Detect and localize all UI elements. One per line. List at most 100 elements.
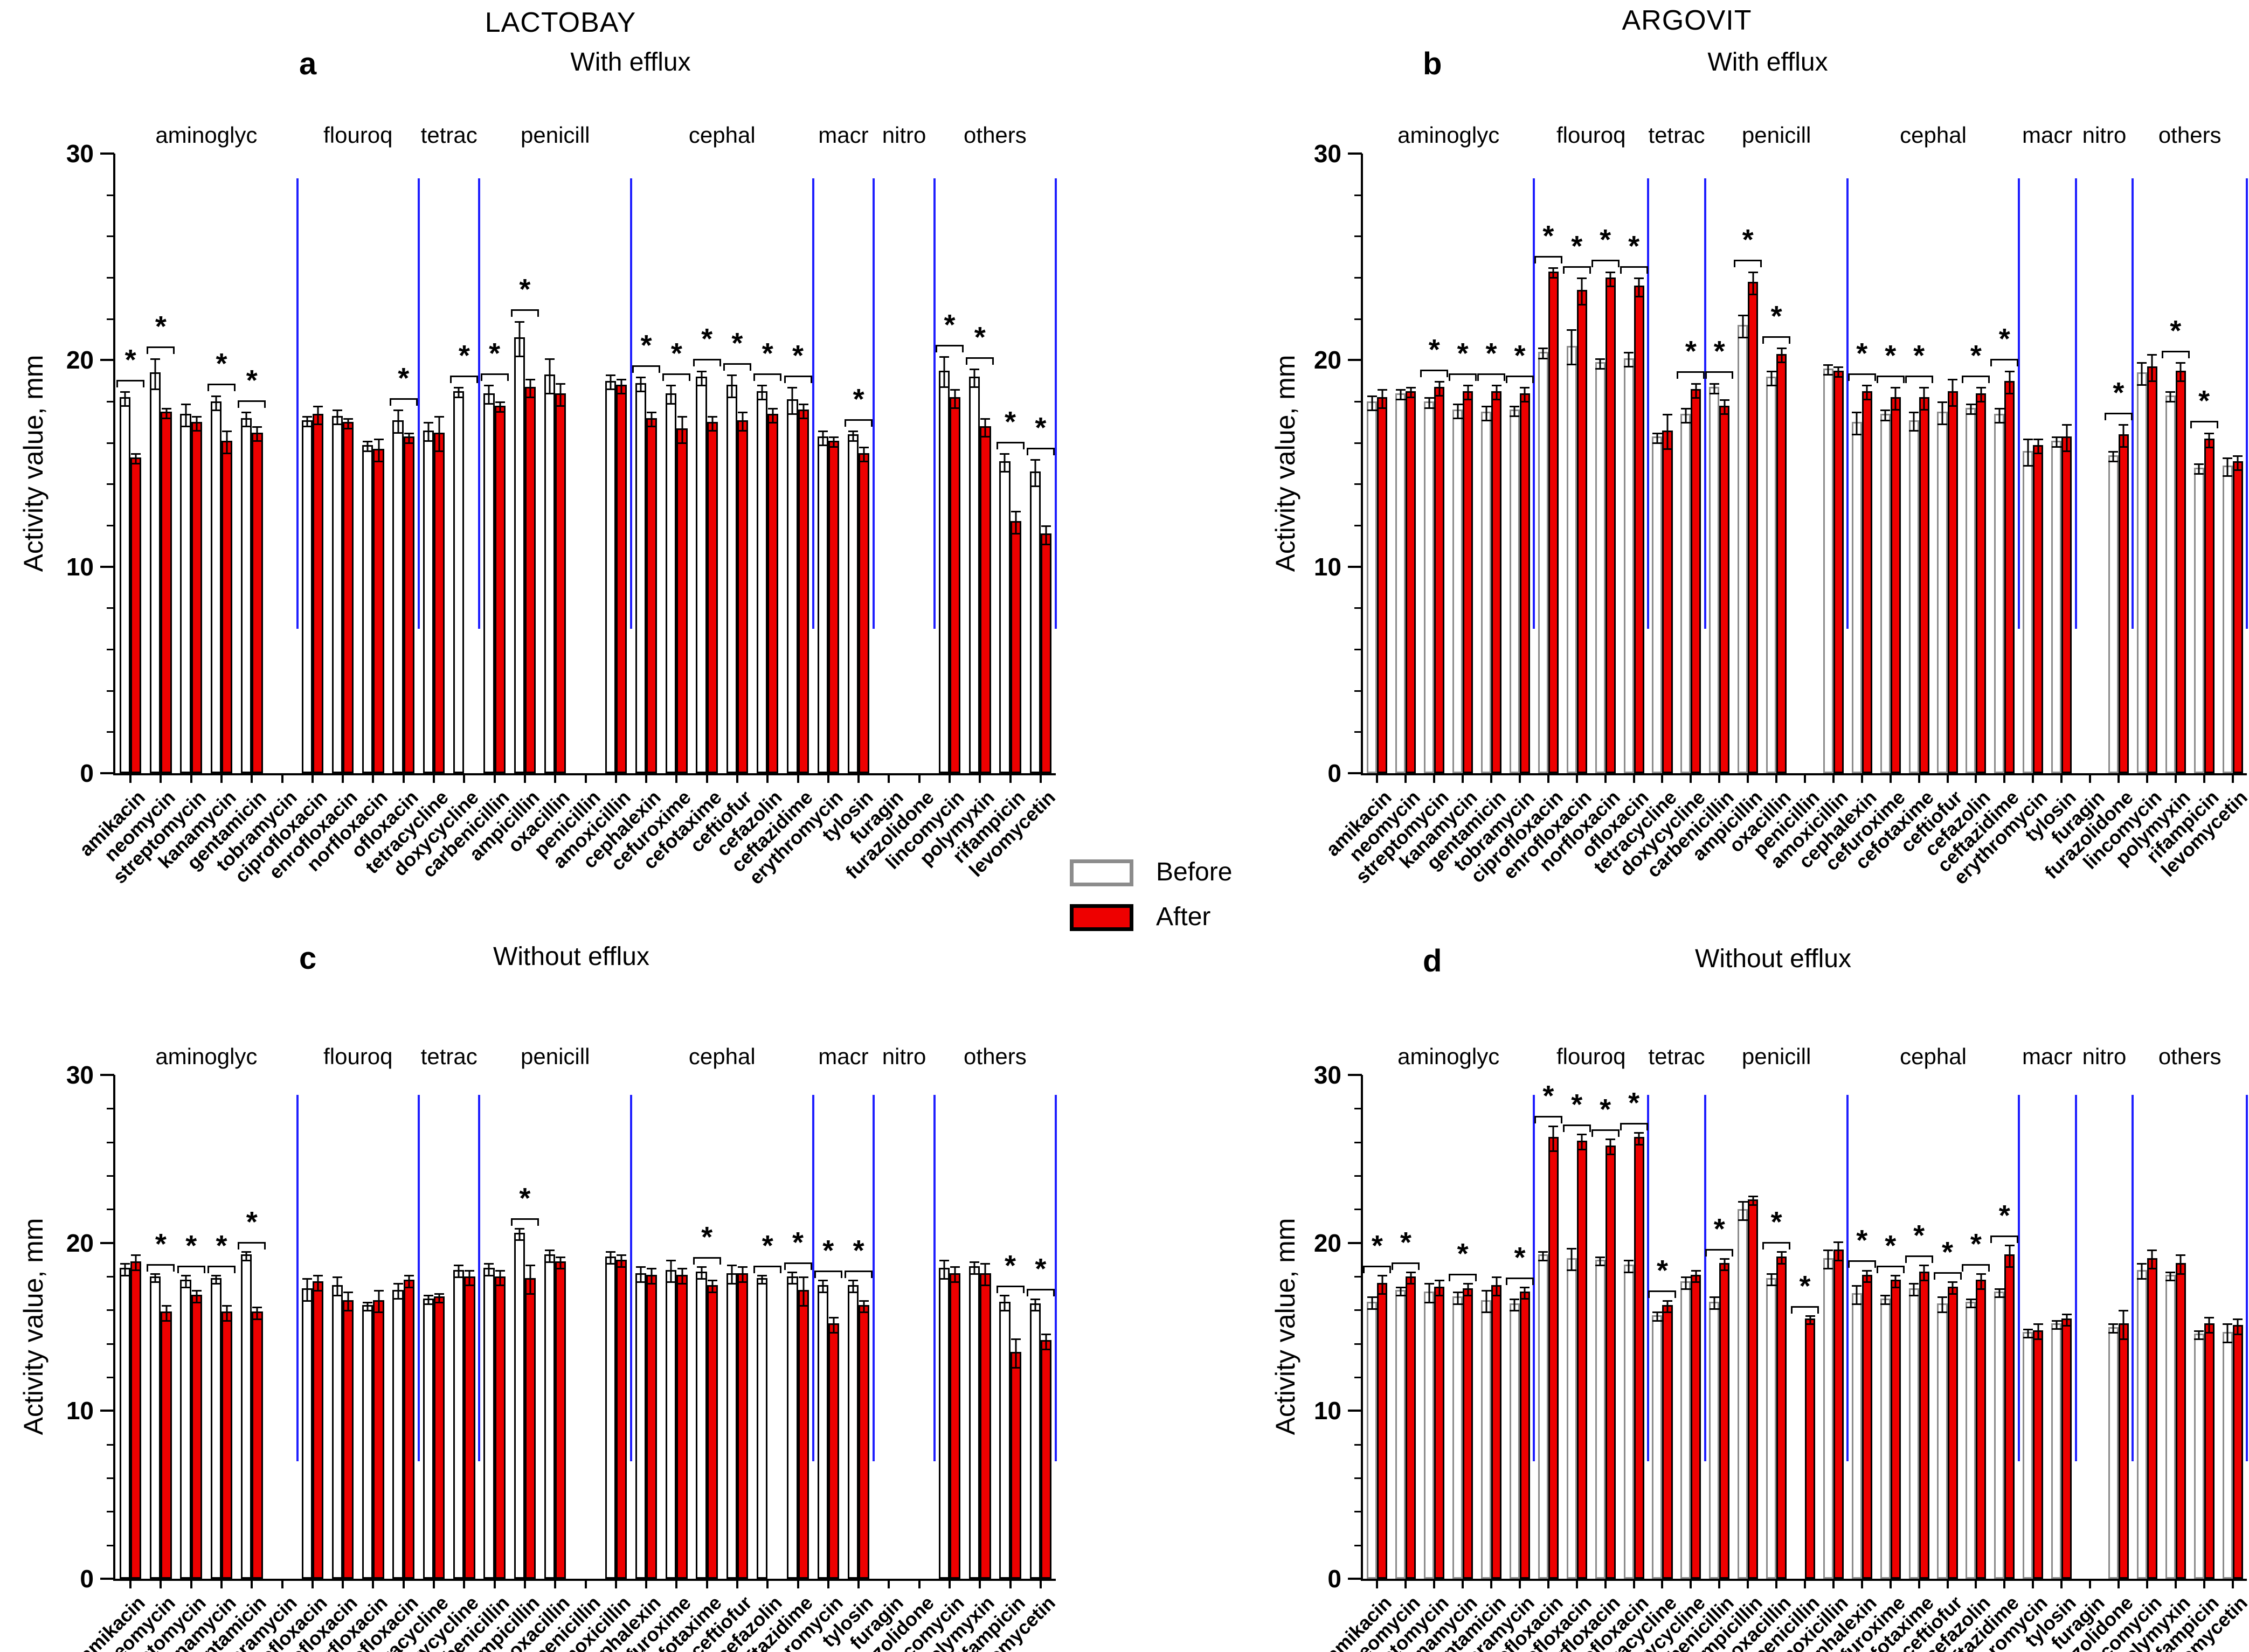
error-bar xyxy=(726,374,737,399)
bar-before xyxy=(514,1232,525,1579)
y-axis-minor-tick xyxy=(1354,401,1362,402)
error-bar xyxy=(2033,439,2043,454)
x-axis-tick xyxy=(1690,773,1692,783)
group-label: flouroq xyxy=(323,122,393,148)
bar-after xyxy=(191,422,202,773)
x-axis-tick xyxy=(1404,773,1407,783)
bar-after xyxy=(1463,1288,1473,1579)
error-bar-stem xyxy=(1827,1251,1829,1268)
error-bar-stem xyxy=(791,1273,793,1283)
x-axis-tick xyxy=(705,1579,708,1588)
y-axis-minor-tick xyxy=(1354,235,1362,238)
error-bar xyxy=(1852,1285,1862,1305)
error-bar xyxy=(333,409,343,426)
error-bar xyxy=(1491,1276,1501,1297)
bar-before xyxy=(1623,1265,1634,1579)
error-bar-stem xyxy=(1371,397,1373,409)
error-bar-stem xyxy=(984,419,986,436)
error-bar xyxy=(2147,1250,2157,1270)
error-bar xyxy=(1406,1271,1416,1285)
error-bar xyxy=(181,403,191,428)
error-bar xyxy=(1424,1283,1434,1303)
bar-before xyxy=(1823,1258,1833,1579)
y-axis-minor-tick xyxy=(107,1309,114,1311)
panel-letter-a: a xyxy=(299,46,317,81)
bar-after xyxy=(737,420,749,773)
error-bar xyxy=(738,1266,748,1283)
bar-before xyxy=(1509,409,1520,773)
significance-asterisk: * xyxy=(1713,1212,1725,1245)
x-axis-tick xyxy=(948,1579,951,1588)
x-axis-tick xyxy=(554,773,557,783)
bar-after xyxy=(2175,1263,2186,1579)
bar-before xyxy=(756,1278,768,1579)
error-bar-stem xyxy=(226,1306,228,1320)
error-bar-stem xyxy=(2122,1311,2125,1339)
error-bar-stem xyxy=(1542,1253,1544,1260)
group-separator xyxy=(1846,178,1849,629)
bar-after xyxy=(130,457,142,773)
bar-after xyxy=(1976,393,1987,773)
group-separator xyxy=(812,178,814,629)
error-bar-stem xyxy=(711,417,714,430)
x-axis-tick xyxy=(736,773,738,783)
error-bar-stem xyxy=(943,357,945,387)
plot-panel-b: 0 10 20 30 aminoglyc flouroq tetrac penicill cep… xyxy=(1314,122,2249,889)
error-bar-stem xyxy=(1970,1300,1972,1307)
error-bar-stem xyxy=(397,1285,399,1299)
y-axis-minor-tick xyxy=(107,607,114,609)
x-axis-tick xyxy=(402,1579,405,1588)
bar-after xyxy=(646,418,658,773)
x-axis-tick xyxy=(645,1579,648,1588)
significance-asterisk: * xyxy=(1685,335,1697,368)
x-axis-tick xyxy=(1404,1579,1407,1588)
error-bar-stem xyxy=(1485,407,1487,420)
significance-bracket xyxy=(147,1264,175,1272)
bar-after xyxy=(1434,387,1445,773)
bar-after xyxy=(798,409,809,773)
error-bar-stem xyxy=(1837,1243,1839,1260)
x-axis-tick xyxy=(342,1579,344,1588)
error-bar xyxy=(2119,424,2129,448)
significance-asterisk: * xyxy=(1770,300,1782,333)
significance-asterisk: * xyxy=(2198,385,2210,418)
group-label: aminoglyc xyxy=(1397,122,1500,148)
x-axis-tick xyxy=(614,773,617,783)
x-axis-tick xyxy=(2060,773,2063,783)
significance-asterisk: * xyxy=(944,308,956,341)
error-bar-stem xyxy=(2141,364,2143,385)
bar-before xyxy=(1766,1278,1777,1579)
bar-after xyxy=(312,1281,324,1579)
significance-asterisk: * xyxy=(1856,337,1868,370)
error-bar xyxy=(726,1265,737,1285)
error-bar xyxy=(1691,1269,1701,1283)
bar-before xyxy=(1994,414,2005,773)
significance-bracket xyxy=(1677,371,1705,379)
bar-after xyxy=(1947,1286,1958,1579)
error-bar-stem xyxy=(1034,1300,1036,1310)
error-bar-stem xyxy=(1980,1274,1982,1288)
group-separator xyxy=(1055,1095,1057,1461)
error-bar xyxy=(939,1259,949,1280)
group-separator xyxy=(2074,178,2077,629)
bar-after xyxy=(1919,397,1929,773)
y-axis-minor-tick xyxy=(107,1141,114,1143)
bar-before xyxy=(1538,1254,1548,1579)
bar-after xyxy=(676,428,688,773)
error-bar xyxy=(848,430,858,442)
error-bar-stem xyxy=(973,1262,975,1273)
group-label: nitro xyxy=(2082,122,2127,148)
y-axis-minor-tick xyxy=(107,1443,114,1446)
error-bar-stem xyxy=(1656,1313,1658,1320)
x-axis-tick xyxy=(2032,773,2035,783)
error-bar xyxy=(1538,1251,1548,1261)
error-bar-stem xyxy=(1781,349,1783,362)
error-bar-stem xyxy=(1004,1296,1006,1310)
x-axis-tick xyxy=(402,773,405,783)
x-axis-tick xyxy=(251,773,253,783)
y-axis-minor-tick xyxy=(1354,1377,1362,1378)
significance-bracket xyxy=(1591,1129,1620,1137)
significance-asterisk: * xyxy=(458,339,470,372)
error-bar xyxy=(1823,364,1833,376)
significance-asterisk: * xyxy=(670,337,682,370)
